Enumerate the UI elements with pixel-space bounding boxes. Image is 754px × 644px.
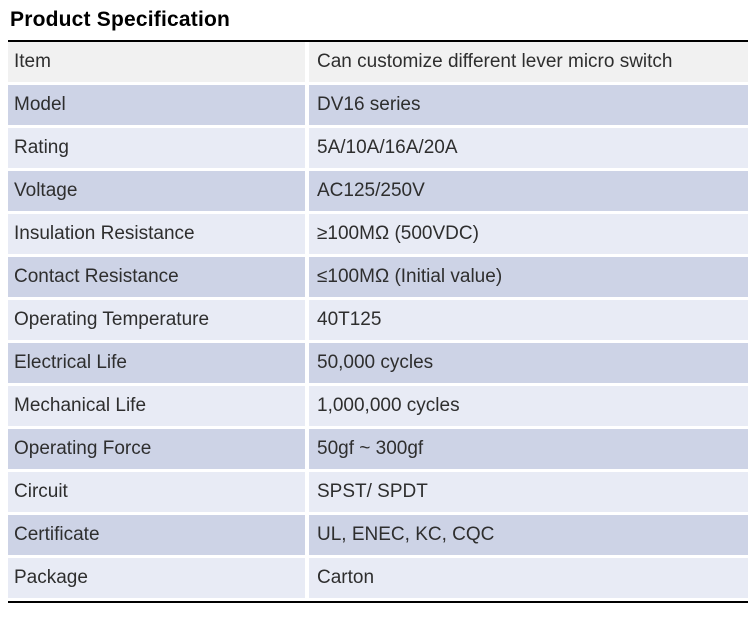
spec-value-cell: 5A/10A/16A/20A xyxy=(309,128,748,171)
table-row: Rating 5A/10A/16A/20A xyxy=(8,128,748,171)
table-row: Operating Temperature 40T125 xyxy=(8,300,748,343)
spec-key-cell: Rating xyxy=(8,128,309,171)
page: Product Specification Item Can customize… xyxy=(0,8,754,644)
spec-key-cell: Insulation Resistance xyxy=(8,214,309,257)
spec-value-cell: Can customize different lever micro swit… xyxy=(309,42,748,85)
spec-value-cell: 40T125 xyxy=(309,300,748,343)
spec-value-cell: Carton xyxy=(309,558,748,601)
spec-key-cell: Operating Temperature xyxy=(8,300,309,343)
spec-key-cell: Contact Resistance xyxy=(8,257,309,300)
spec-key-cell: Circuit xyxy=(8,472,309,515)
spec-value-cell: ≤100MΩ (Initial value) xyxy=(309,257,748,300)
table-row: Model DV16 series xyxy=(8,85,748,128)
table-row: Insulation Resistance ≥100MΩ (500VDC) xyxy=(8,214,748,257)
table-row: Electrical Life 50,000 cycles xyxy=(8,343,748,386)
spec-value-cell: 1,000,000 cycles xyxy=(309,386,748,429)
spec-table: Item Can customize different lever micro… xyxy=(8,40,748,603)
table-row: Operating Force 50gf ~ 300gf xyxy=(8,429,748,472)
spec-key-cell: Electrical Life xyxy=(8,343,309,386)
spec-key-cell: Model xyxy=(8,85,309,128)
page-title: Product Specification xyxy=(10,8,231,31)
table-row: Circuit SPST/ SPDT xyxy=(8,472,748,515)
spec-key-cell: Operating Force xyxy=(8,429,309,472)
spec-key-cell: Voltage xyxy=(8,171,309,214)
spec-value-cell: AC125/250V xyxy=(309,171,748,214)
spec-value-cell: ≥100MΩ (500VDC) xyxy=(309,214,748,257)
spec-table-body: Item Can customize different lever micro… xyxy=(8,42,748,601)
spec-value-cell: SPST/ SPDT xyxy=(309,472,748,515)
table-row: Certificate UL, ENEC, KC, CQC xyxy=(8,515,748,558)
spec-value-cell: UL, ENEC, KC, CQC xyxy=(309,515,748,558)
spec-key-cell: Certificate xyxy=(8,515,309,558)
spec-value-cell: 50gf ~ 300gf xyxy=(309,429,748,472)
table-row: Voltage AC125/250V xyxy=(8,171,748,214)
table-row: Package Carton xyxy=(8,558,748,601)
spec-value-cell: DV16 series xyxy=(309,85,748,128)
spec-key-cell: Package xyxy=(8,558,309,601)
spec-key-cell: Mechanical Life xyxy=(8,386,309,429)
table-row: Item Can customize different lever micro… xyxy=(8,42,748,85)
spec-value-cell: 50,000 cycles xyxy=(309,343,748,386)
spec-key-cell: Item xyxy=(8,42,309,85)
table-row: Contact Resistance ≤100MΩ (Initial value… xyxy=(8,257,748,300)
table-row: Mechanical Life 1,000,000 cycles xyxy=(8,386,748,429)
